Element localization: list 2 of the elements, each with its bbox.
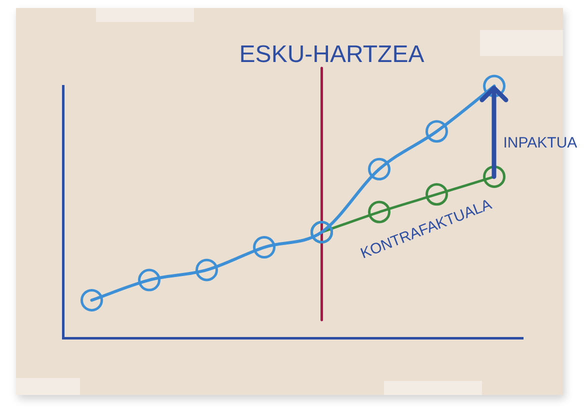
text: ESKU-HARTZEA (239, 41, 424, 68)
annotation: INPAKTUA (503, 134, 578, 152)
